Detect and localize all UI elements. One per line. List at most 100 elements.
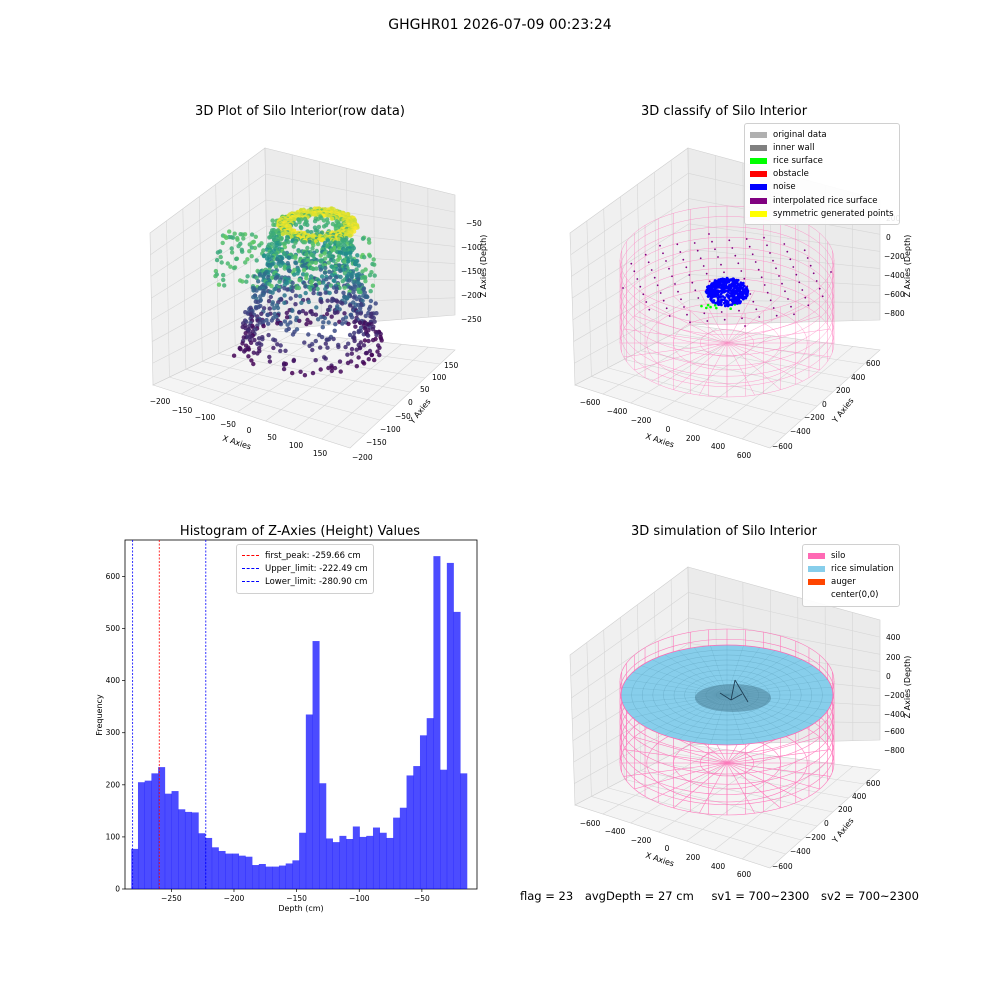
noise-point xyxy=(741,281,745,285)
raw-ytick: −50 xyxy=(395,412,411,421)
raw-point xyxy=(326,320,331,325)
gridline xyxy=(686,759,799,842)
raw-point xyxy=(337,263,342,268)
histogram-bar xyxy=(158,767,166,889)
gridline xyxy=(373,174,376,322)
surface-radial xyxy=(678,694,728,740)
raw-point xyxy=(240,341,245,346)
gridline xyxy=(166,220,170,378)
histogram-bar xyxy=(265,866,273,889)
raw-point xyxy=(360,236,366,241)
raw-point xyxy=(273,264,279,269)
noise-point xyxy=(723,296,727,300)
interpolated-point xyxy=(766,291,769,294)
interpolated-point xyxy=(737,262,740,265)
interpolated-point xyxy=(696,249,699,252)
noise-point xyxy=(717,295,721,298)
raw-point xyxy=(325,345,330,350)
gridline xyxy=(620,196,625,360)
noise-point xyxy=(713,290,717,294)
interpolated-point xyxy=(772,307,775,309)
noise-point xyxy=(731,295,735,299)
raw-point xyxy=(315,228,320,233)
raw-ztick: −100 xyxy=(461,243,482,252)
gridline xyxy=(151,225,267,299)
noise-point xyxy=(708,285,711,288)
simulation-x-ticks: −600 −400 −200 0 200 400 600 xyxy=(580,819,752,879)
legend-label: rice surface xyxy=(773,155,823,166)
raw-point xyxy=(247,242,252,247)
raw-point xyxy=(231,265,237,271)
raw-point xyxy=(363,351,369,356)
interpolated-point xyxy=(647,261,650,264)
raw-point xyxy=(278,263,283,268)
raw-point xyxy=(325,217,330,222)
avg-depth-value: avgDepth = 27 cm xyxy=(584,889,694,903)
gridline xyxy=(591,796,786,855)
histogram-bar xyxy=(178,809,186,889)
raw-point xyxy=(310,347,315,353)
raw-point xyxy=(370,327,376,332)
raw-point xyxy=(304,276,309,281)
histogram-bar xyxy=(372,827,380,889)
interpolated-point xyxy=(798,281,801,284)
interpolated-point xyxy=(815,280,818,282)
interpolated-point xyxy=(792,266,795,268)
raw-point xyxy=(290,332,296,337)
classify-xtick: −600 xyxy=(580,398,601,407)
noise-point xyxy=(725,276,729,280)
raw-point xyxy=(325,307,331,313)
histogram-bars xyxy=(131,556,468,889)
interpolated-point xyxy=(775,267,777,270)
histogram-bar xyxy=(446,562,454,889)
raw-point xyxy=(329,314,334,319)
raw-point xyxy=(337,250,343,255)
histogram-y-ticks: 0 100 200 300 400 500 600 xyxy=(106,572,125,894)
legend-item: noise xyxy=(750,181,894,194)
raw-point xyxy=(254,275,259,281)
histogram-bar xyxy=(359,836,367,889)
surface-radial xyxy=(632,694,728,718)
raw-point xyxy=(346,321,351,327)
surface-radial xyxy=(726,687,832,696)
interpolated-point xyxy=(659,292,662,294)
raw-point xyxy=(375,349,380,354)
surface-radial xyxy=(726,694,813,725)
legend-item: rice simulation xyxy=(808,562,894,575)
interpolated-point xyxy=(784,290,786,293)
gridline xyxy=(658,335,772,413)
noise-point xyxy=(736,286,740,289)
raw-point xyxy=(245,274,250,279)
raw-point xyxy=(246,354,251,359)
classify-interpolated-surface xyxy=(622,233,832,327)
histogram-chart: −250 −200 −150 −100 −50 0100200300400500600 … xyxy=(95,539,478,913)
gridline xyxy=(182,208,187,370)
noise-point xyxy=(738,295,741,299)
raw-point xyxy=(308,320,313,325)
histogram-bar xyxy=(406,775,414,889)
interpolated-point xyxy=(793,313,795,316)
raw-point xyxy=(282,266,287,271)
raw-point xyxy=(249,358,254,363)
raw-point xyxy=(251,361,256,367)
raw-point xyxy=(305,229,310,234)
classify-xtick: −200 xyxy=(631,416,652,425)
classify-xtick: −400 xyxy=(607,407,628,416)
legend-line xyxy=(242,568,259,570)
surface-radial xyxy=(632,672,728,696)
raw-point xyxy=(278,348,283,354)
histogram-bar xyxy=(413,766,421,889)
raw-point xyxy=(347,332,353,338)
histogram-bar xyxy=(346,838,354,889)
legend-swatch xyxy=(750,144,767,151)
interpolated-point xyxy=(662,252,664,255)
histogram-bar xyxy=(366,835,374,889)
interpolated-point xyxy=(769,252,771,254)
raw-point xyxy=(327,269,332,274)
raw-point xyxy=(293,293,299,298)
legend-swatch xyxy=(750,184,767,191)
classify-xtick: 400 xyxy=(711,442,726,451)
classify-noise-cluster xyxy=(700,276,750,311)
gridline xyxy=(658,755,772,833)
simulation-ztick: −800 xyxy=(884,746,905,755)
